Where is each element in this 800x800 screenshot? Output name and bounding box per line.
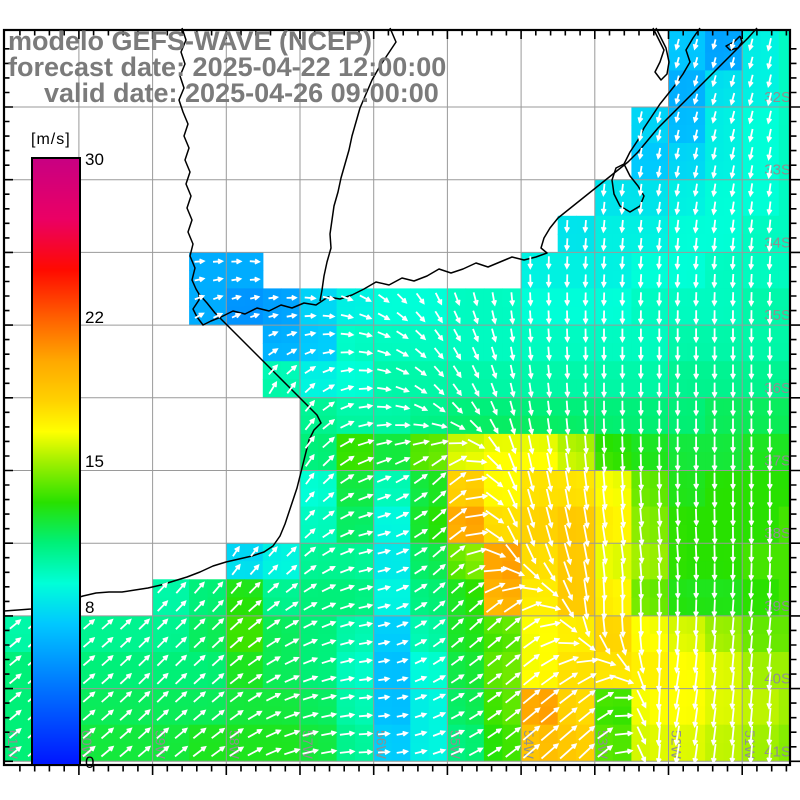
heatmap-cells: [3, 29, 791, 762]
coastline-lagoon_tip: [652, 27, 670, 81]
colorbar-tick-22: 22: [85, 308, 104, 327]
colorbar-tick-0: 0: [85, 753, 95, 772]
coastline-argentina_coast: [3, 293, 322, 612]
colorbar-unit-label: [m/s]: [31, 131, 71, 148]
colorbar-tick-8: 8: [85, 598, 95, 617]
coastline-inland_river: [319, 27, 397, 302]
svg-text:40S: 40S: [764, 671, 791, 688]
svg-text:38S: 38S: [764, 525, 791, 542]
colorbar-tick-15: 15: [85, 452, 104, 471]
coastline-uruguay_river: [178, 27, 200, 295]
svg-text:37S: 37S: [764, 453, 791, 470]
map-border: [2, 28, 792, 767]
wind-arrows: [9, 38, 773, 765]
svg-text:55W: 55W: [447, 730, 463, 760]
coastline-lagoon_shore: [611, 27, 701, 213]
colorbar-outline: [31, 157, 81, 766]
coastline-brazil_uruguay_coast: [192, 27, 758, 326]
coastline-layer: [3, 27, 758, 612]
axis-frame: [2, 28, 800, 775]
forecast-date-label: forecast date: 2025-04-22 12:00:00: [8, 52, 447, 82]
valid-date-label: valid date: 2025-04-26 09:00:00: [44, 78, 439, 108]
axis-ticks: [5, 31, 800, 775]
colorbar: [31, 157, 81, 766]
svg-text:41S: 41S: [764, 743, 791, 760]
model-title: modelo GEFS-WAVE (NCEP): [8, 26, 373, 56]
colorbar-tick-30: 30: [85, 150, 104, 169]
